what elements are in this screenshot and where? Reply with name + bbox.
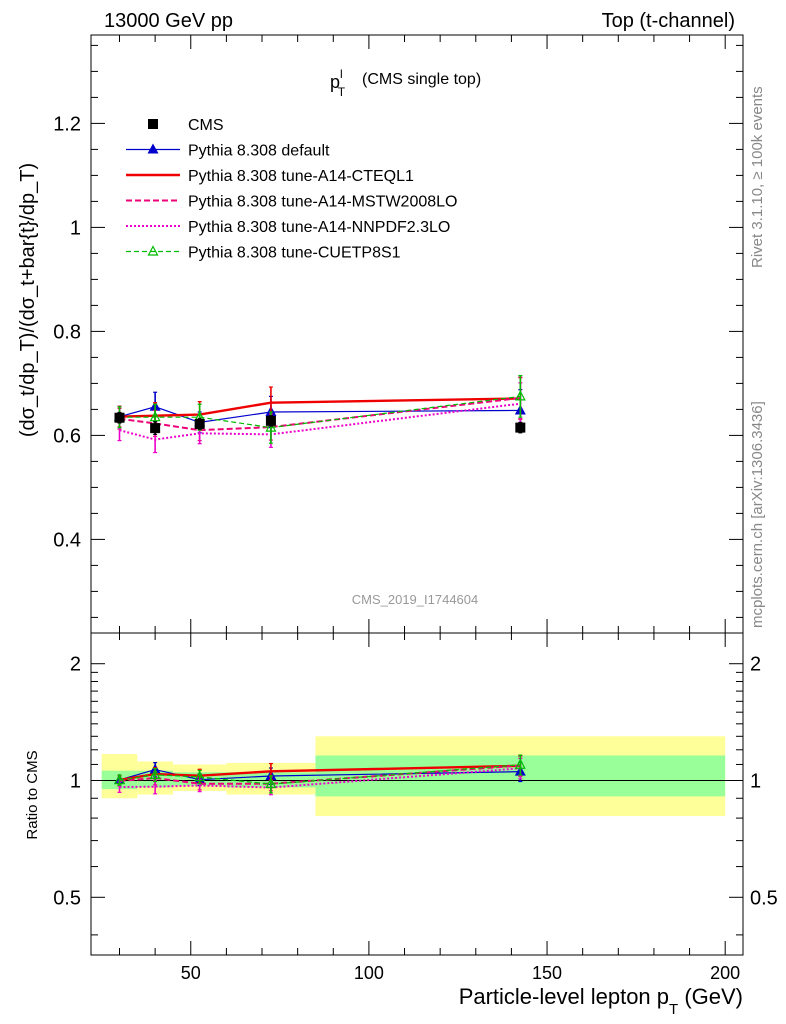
series-line [119, 767, 521, 789]
y-tick-label: 1 [70, 771, 81, 793]
data-point [149, 768, 161, 779]
watermark: CMS_2019_I1744604 [352, 592, 479, 607]
process-label: Top (t-channel) [602, 10, 735, 32]
series-line [119, 764, 521, 785]
legend-entry-cms: CMS [148, 117, 224, 134]
legend-entry-nnpdf: Pythia 8.308 tune-A14-NNPDF2.3LO [126, 219, 450, 236]
legend-entry-mstw: Pythia 8.308 tune-A14-MSTW2008LO [126, 194, 457, 211]
data-point [194, 418, 205, 429]
ratio-panel-series [114, 754, 526, 796]
svg-text:plT: pl T [330, 67, 346, 99]
ratio-panel-frame [90, 632, 744, 956]
rivet-label: Rivet 3.1.10, ≥ 100k events [749, 86, 766, 268]
series-mstw-[object Object] [117, 376, 523, 442]
legend-marker [147, 245, 159, 256]
title-sub: T [338, 85, 346, 99]
data-point [194, 770, 206, 782]
data-point [265, 415, 276, 426]
main-panel-ticks: 0.4 0.6 0.8 1 1.2 [53, 35, 743, 633]
ratio-y-axis-label: Ratio to CMS [24, 750, 41, 839]
title-note: (CMS single top) [362, 71, 481, 88]
legend: CMS Pythia 8.308 default Pythia 8.308 tune… [126, 117, 457, 262]
x-axis-label-unit: (GeV) [678, 984, 743, 1009]
x-axis-label-sub: T [669, 1001, 678, 1018]
data-point [515, 422, 526, 433]
legend-label: CMS [188, 117, 224, 134]
title-main: p [330, 72, 340, 92]
series-cms-[object Object] [114, 411, 526, 435]
data-point [114, 773, 125, 785]
data-point [514, 390, 526, 401]
y-tick-label: 1 [70, 217, 81, 239]
ratio-panel-ticks: 50 100 150 200 0.5 0.5 1 1 2 2 [53, 633, 778, 983]
legend-marker [147, 143, 159, 154]
legend-label: Pythia 8.308 tune-A14-NNPDF2.3LO [188, 219, 450, 236]
y-tick-label: 0.4 [53, 529, 81, 551]
series-line [119, 397, 521, 418]
y-tick-label: 1.2 [53, 113, 81, 135]
y-tick-label-right: 2 [750, 654, 761, 676]
legend-entry-cteql1: Pythia 8.308 tune-A14-CTEQL1 [126, 168, 414, 185]
y-tick-label: 0.6 [53, 425, 81, 447]
data-point [150, 423, 161, 434]
y-tick-label: 0.8 [53, 321, 81, 343]
data-point [114, 412, 125, 423]
y-tick-label-right: 0.5 [750, 887, 778, 909]
data-point [265, 777, 277, 789]
y-tick-label-right: 1 [750, 771, 761, 793]
data-point [265, 421, 277, 432]
plot-title: pl T (CMS single top) [330, 67, 481, 99]
series-line [119, 402, 521, 441]
main-panel-series [114, 375, 526, 454]
mcplots-label: mcplots.cern.ch [arXiv:1306.3436] [749, 401, 766, 628]
y-tick-label: 2 [70, 654, 81, 676]
y-tick-label: 0.5 [53, 887, 81, 909]
x-tick-label: 200 [710, 963, 740, 983]
data-point [514, 758, 526, 769]
legend-entry-cuetp: Pythia 8.308 tune-CUETP8S1 [126, 245, 401, 262]
x-axis-label-main: Particle-level lepton p [459, 984, 669, 1009]
data-point [149, 410, 161, 422]
main-y-axis-label-text: (dσ_t/dp_T)/(dσ_t+bar{t}/dp_T) [17, 163, 39, 437]
x-tick-label: 150 [532, 963, 562, 983]
series-cuetp-[object Object] [114, 754, 526, 794]
legend-label: Pythia 8.308 default [188, 143, 330, 160]
x-tick-label: 100 [354, 963, 384, 983]
x-axis-label: Particle-level lepton pT (GeV) [459, 984, 743, 1018]
legend-marker [148, 119, 158, 129]
title-sup: l [340, 67, 343, 81]
legend-label: Pythia 8.308 tune-A14-CTEQL1 [188, 168, 414, 185]
legend-entry-default: Pythia 8.308 default [126, 143, 330, 160]
legend-label: Pythia 8.308 tune-A14-MSTW2008LO [188, 194, 457, 211]
main-y-axis-label: (dσ_t/dp_T)/(dσ_t+bar{t}/dp_T) [17, 163, 39, 437]
energy-label: 13000 GeV pp [104, 10, 233, 32]
series-line [119, 395, 521, 429]
x-tick-label: 50 [181, 963, 201, 983]
series-cuetp-[object Object] [114, 375, 526, 444]
legend-label: Pythia 8.308 tune-CUETP8S1 [188, 245, 401, 262]
